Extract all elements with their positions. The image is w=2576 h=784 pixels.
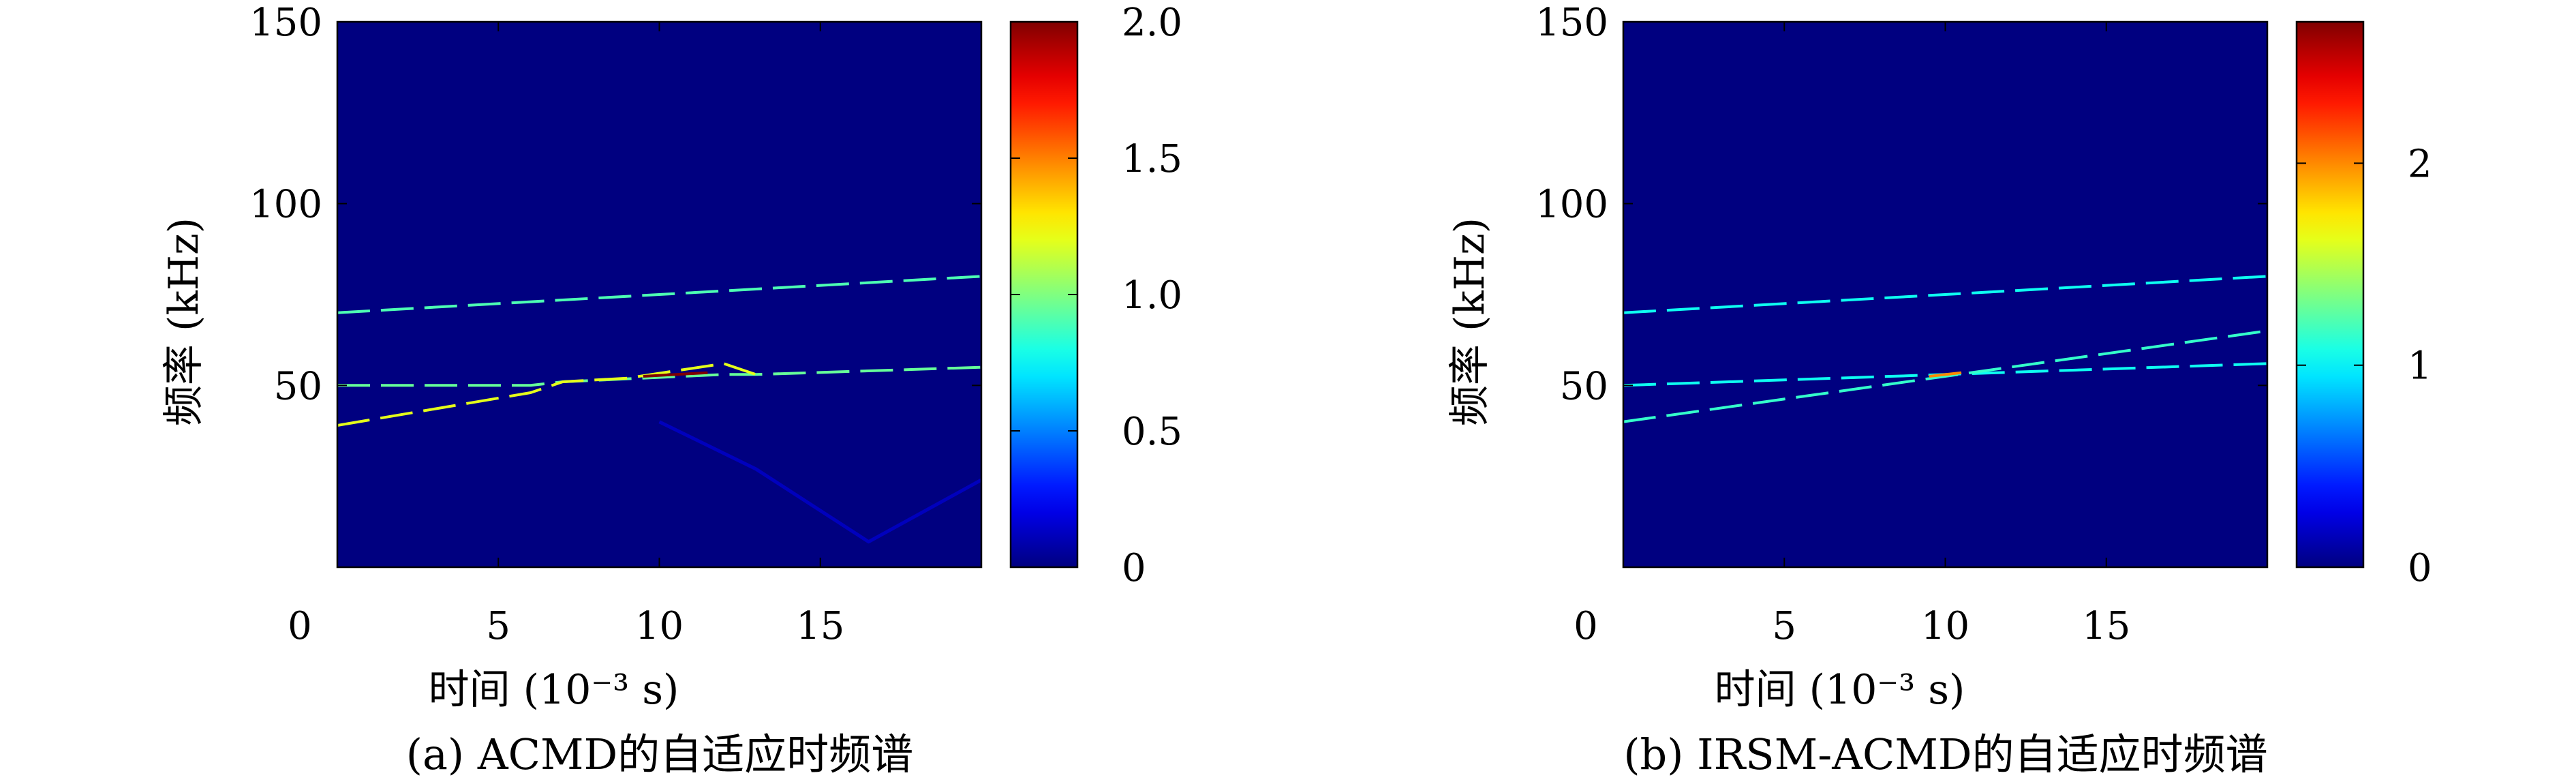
colorbar [1011,22,1077,567]
chart-panel-1: 50 100 150 0 5 10 15 时间 (10⁻³ s) 频率 (kHz) (a) ACM… [160,1,1182,779]
y-tick-label: 50 [274,364,322,408]
y-axis-label: 频率 (kHz) [160,217,208,426]
y-axis-label: 频率 (kHz) [1446,217,1494,426]
ridge-line-5 [658,420,981,544]
colorbar-tick-label: 2 [2408,142,2432,186]
colorbar-tick-label: 1.0 [1122,273,1182,318]
colorbar-tick-label: 2.0 [1122,1,1182,45]
x-tick-label: 5 [486,604,510,648]
x-axis-label: 时间 (10⁻³ s) [429,666,679,714]
y-tick-label: 100 [1535,183,1608,227]
y-tick-label: 150 [249,1,322,45]
ridge-group [337,275,981,544]
y-tick-label: 50 [1560,364,1608,408]
colorbar-tick-label: 0 [1122,546,1146,590]
ridge-line-1 [337,275,981,314]
x-tick-label: 5 [1772,604,1796,648]
colorbar-tick-label: 0 [2408,546,2432,590]
panel-caption: (a) ACMD的自适应时频谱 [406,729,913,779]
x-axis-label: 时间 (10⁻³ s) [1715,666,1965,714]
plot-frame [336,20,983,569]
ridge-group [1623,275,2267,423]
y-tick-label: 150 [1535,1,1608,45]
colorbar-tick-label: 1.5 [1122,137,1182,181]
x-tick-label: 0 [288,604,312,648]
ridge-line-3 [337,362,756,427]
ridge-line-2 [337,365,981,387]
x-tick-label: 15 [2082,604,2130,648]
plot-frame [1622,20,2269,569]
x-tick-label: 0 [1574,604,1598,648]
colorbar [2297,22,2363,567]
ridge-line-3 [1623,329,2267,423]
x-tick-label: 15 [796,604,844,648]
colorbar-tick-label: 1 [2408,344,2432,389]
x-tick-label: 10 [635,604,684,648]
y-tick-label: 100 [249,183,322,227]
ridge-line-1 [1623,275,2267,314]
ridge-line-4 [643,371,708,378]
ridge-line-4 [1929,371,1962,378]
colorbar-tick-label: 0.5 [1122,410,1182,454]
x-tick-label: 10 [1921,604,1969,648]
panel-caption: (b) IRSM-ACMD的自适应时频谱 [1623,729,2267,779]
colorbar-frame [2295,20,2365,569]
